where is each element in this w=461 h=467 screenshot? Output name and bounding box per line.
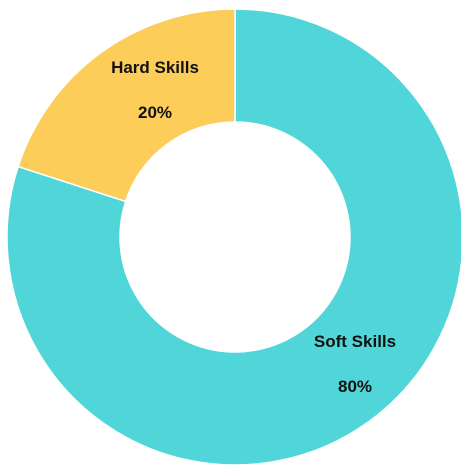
slice-label-hard-skills: Hard Skills: [111, 58, 199, 77]
slice-label-soft-skills: Soft Skills: [314, 332, 396, 351]
slice-value-hard-skills: 20%: [138, 103, 172, 122]
slice-hard-skills: [17, 8, 236, 203]
slice-value-soft-skills: 80%: [338, 377, 372, 396]
